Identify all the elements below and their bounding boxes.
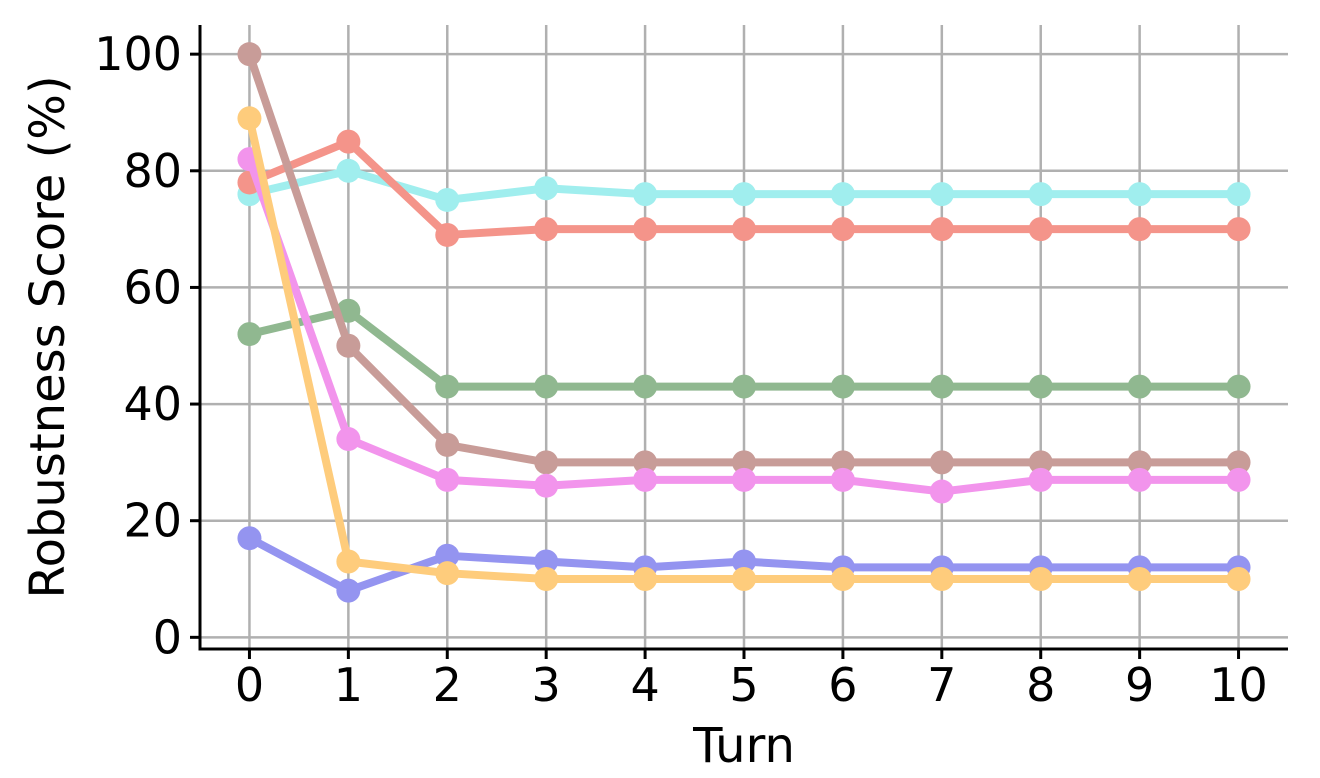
data-point bbox=[732, 549, 756, 574]
data-point bbox=[830, 217, 855, 242]
x-tick-label: 10 bbox=[1209, 658, 1268, 712]
series-6 bbox=[237, 106, 1251, 592]
data-point bbox=[1226, 467, 1251, 492]
data-point bbox=[929, 182, 954, 207]
data-point bbox=[633, 374, 658, 399]
series-1 bbox=[237, 129, 1251, 247]
data-point bbox=[830, 182, 855, 207]
data-point bbox=[1028, 182, 1053, 207]
data-point bbox=[1028, 467, 1053, 492]
data-point bbox=[1226, 374, 1251, 399]
data-point bbox=[1127, 450, 1152, 475]
y-tick-label: 100 bbox=[94, 27, 182, 81]
x-tick-label: 2 bbox=[433, 658, 462, 712]
data-point bbox=[1226, 567, 1251, 592]
data-point bbox=[1226, 217, 1251, 242]
data-point bbox=[336, 158, 361, 183]
data-point bbox=[336, 549, 361, 574]
data-point bbox=[633, 217, 658, 242]
data-point bbox=[1028, 374, 1053, 399]
data-point bbox=[1127, 374, 1152, 399]
data-point bbox=[1127, 182, 1152, 207]
data-point bbox=[1028, 217, 1053, 242]
data-point bbox=[1127, 217, 1152, 242]
x-tick-label: 7 bbox=[927, 658, 956, 712]
data-point bbox=[1028, 450, 1053, 475]
y-tick-label: 80 bbox=[123, 144, 182, 198]
y-tick-label: 0 bbox=[153, 610, 182, 664]
x-tick-label: 6 bbox=[828, 658, 857, 712]
series-2 bbox=[237, 298, 1251, 399]
series-0 bbox=[237, 158, 1251, 212]
series-3 bbox=[237, 42, 1251, 475]
data-point bbox=[336, 333, 361, 358]
data-point bbox=[1226, 182, 1251, 207]
data-point bbox=[336, 578, 361, 603]
data-point bbox=[435, 222, 460, 247]
data-point bbox=[732, 567, 756, 592]
data-point bbox=[435, 374, 460, 399]
data-point bbox=[534, 473, 559, 498]
data-point bbox=[929, 567, 954, 592]
y-tick-label: 20 bbox=[123, 494, 182, 548]
y-tick-label: 60 bbox=[123, 260, 182, 314]
data-point bbox=[1226, 450, 1251, 475]
series-layer bbox=[237, 42, 1251, 603]
data-point bbox=[1028, 567, 1053, 592]
x-tick-label: 4 bbox=[630, 658, 659, 712]
data-point bbox=[633, 450, 658, 475]
data-point bbox=[534, 567, 559, 592]
data-point bbox=[732, 374, 756, 399]
data-point bbox=[435, 187, 460, 212]
x-tick-label: 3 bbox=[532, 658, 561, 712]
data-point bbox=[830, 567, 855, 592]
data-point bbox=[732, 467, 756, 492]
data-point bbox=[830, 467, 855, 492]
grid bbox=[200, 25, 1288, 649]
data-point bbox=[732, 450, 756, 475]
data-point bbox=[633, 567, 658, 592]
data-point bbox=[732, 182, 756, 207]
data-point bbox=[534, 176, 559, 201]
data-point bbox=[237, 42, 262, 67]
data-point bbox=[929, 374, 954, 399]
data-point bbox=[336, 427, 361, 452]
x-tick-label: 0 bbox=[235, 658, 264, 712]
data-point bbox=[237, 106, 262, 131]
series-4 bbox=[237, 147, 1251, 504]
data-point bbox=[435, 432, 460, 457]
x-tick-label: 8 bbox=[1026, 658, 1055, 712]
data-point bbox=[237, 322, 262, 347]
data-point bbox=[435, 561, 460, 586]
data-point bbox=[633, 467, 658, 492]
x-tick-label: 9 bbox=[1125, 658, 1154, 712]
data-point bbox=[830, 374, 855, 399]
data-point bbox=[633, 182, 658, 207]
data-point bbox=[929, 479, 954, 504]
data-point bbox=[732, 217, 756, 242]
x-tick-label: 5 bbox=[729, 658, 758, 712]
x-tick-label: 1 bbox=[334, 658, 363, 712]
data-point bbox=[534, 217, 559, 242]
data-point bbox=[534, 450, 559, 475]
y-axis-title: Robustness Score (%) bbox=[20, 75, 76, 598]
data-point bbox=[1127, 567, 1152, 592]
x-axis-title: Turn bbox=[692, 718, 795, 774]
data-point bbox=[1127, 467, 1152, 492]
data-point bbox=[435, 467, 460, 492]
data-point bbox=[534, 374, 559, 399]
data-point bbox=[435, 543, 460, 568]
data-point bbox=[336, 129, 361, 154]
y-tick-label: 40 bbox=[123, 377, 182, 431]
data-point bbox=[830, 450, 855, 475]
data-point bbox=[929, 450, 954, 475]
data-point bbox=[929, 217, 954, 242]
data-point bbox=[237, 526, 262, 551]
data-point bbox=[534, 549, 559, 574]
